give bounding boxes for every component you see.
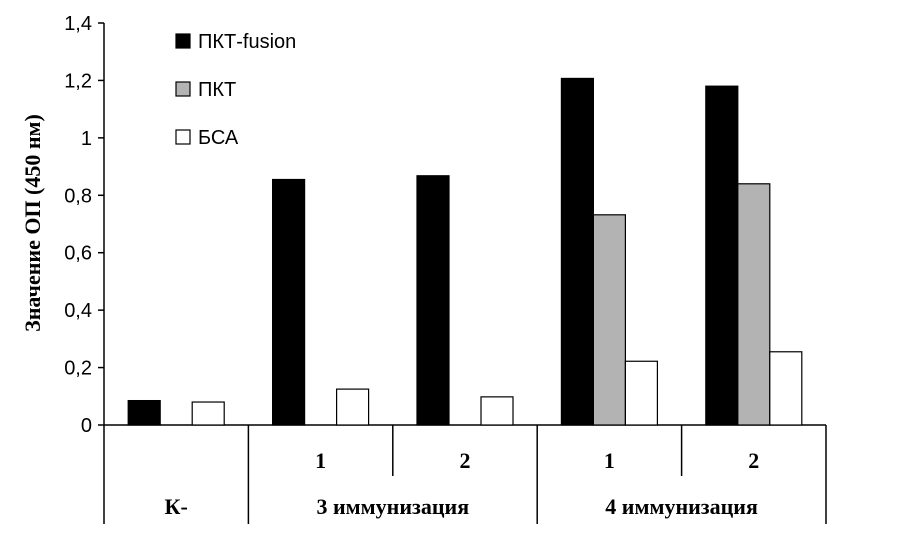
legend-swatch [175, 81, 191, 97]
bar-pkt-fusion [560, 77, 595, 426]
bar-bsa [480, 396, 514, 426]
bar-pkt-fusion [272, 178, 306, 426]
sub-category-label: 1 [315, 448, 326, 473]
y-tick-label: 1,2 [64, 70, 92, 92]
legend-swatch [175, 33, 191, 49]
sub-category-label: 2 [748, 448, 759, 473]
bars [127, 77, 803, 426]
bar-pkt-fusion [416, 175, 450, 426]
y-tick-label: 1 [81, 128, 92, 150]
legend-label: БСА [198, 127, 239, 149]
y-tick-label: 0,6 [64, 243, 92, 265]
group-label: 3 иммунизация [317, 494, 470, 519]
bar-pkt [737, 183, 771, 426]
legend: ПКТ-fusion ПКТ БСА [175, 31, 296, 149]
legend-label: ПКТ-fusion [198, 31, 296, 53]
group-label: 4 иммунизация [605, 494, 758, 519]
y-tick-label: 0 [81, 415, 92, 437]
y-tick-label: 0,4 [64, 300, 92, 322]
bar-pkt-fusion [705, 85, 739, 426]
y-axis-ticks: 0 0,2 0,4 0,6 0,8 1 1,2 1,4 [64, 13, 104, 437]
bar-bsa [624, 360, 659, 426]
bar-bsa [336, 388, 370, 426]
sub-category-label: 1 [604, 448, 615, 473]
legend-swatch [175, 129, 191, 145]
y-tick-label: 1,4 [64, 13, 92, 35]
bar-bsa [191, 401, 225, 426]
category-labels: 1 2 1 2 К- 3 иммунизация 4 иммунизация [165, 448, 760, 519]
bar-pkt-fusion [127, 399, 161, 426]
sub-category-label: 2 [460, 448, 471, 473]
bar-bsa [769, 351, 803, 426]
legend-label: ПКТ [198, 79, 236, 101]
group-label: К- [165, 494, 188, 519]
bar-pkt [592, 214, 627, 426]
y-axis-label: Значение ОП (450 нм) [20, 114, 45, 332]
y-tick-label: 0,8 [64, 185, 92, 207]
y-tick-label: 0,2 [64, 358, 92, 380]
